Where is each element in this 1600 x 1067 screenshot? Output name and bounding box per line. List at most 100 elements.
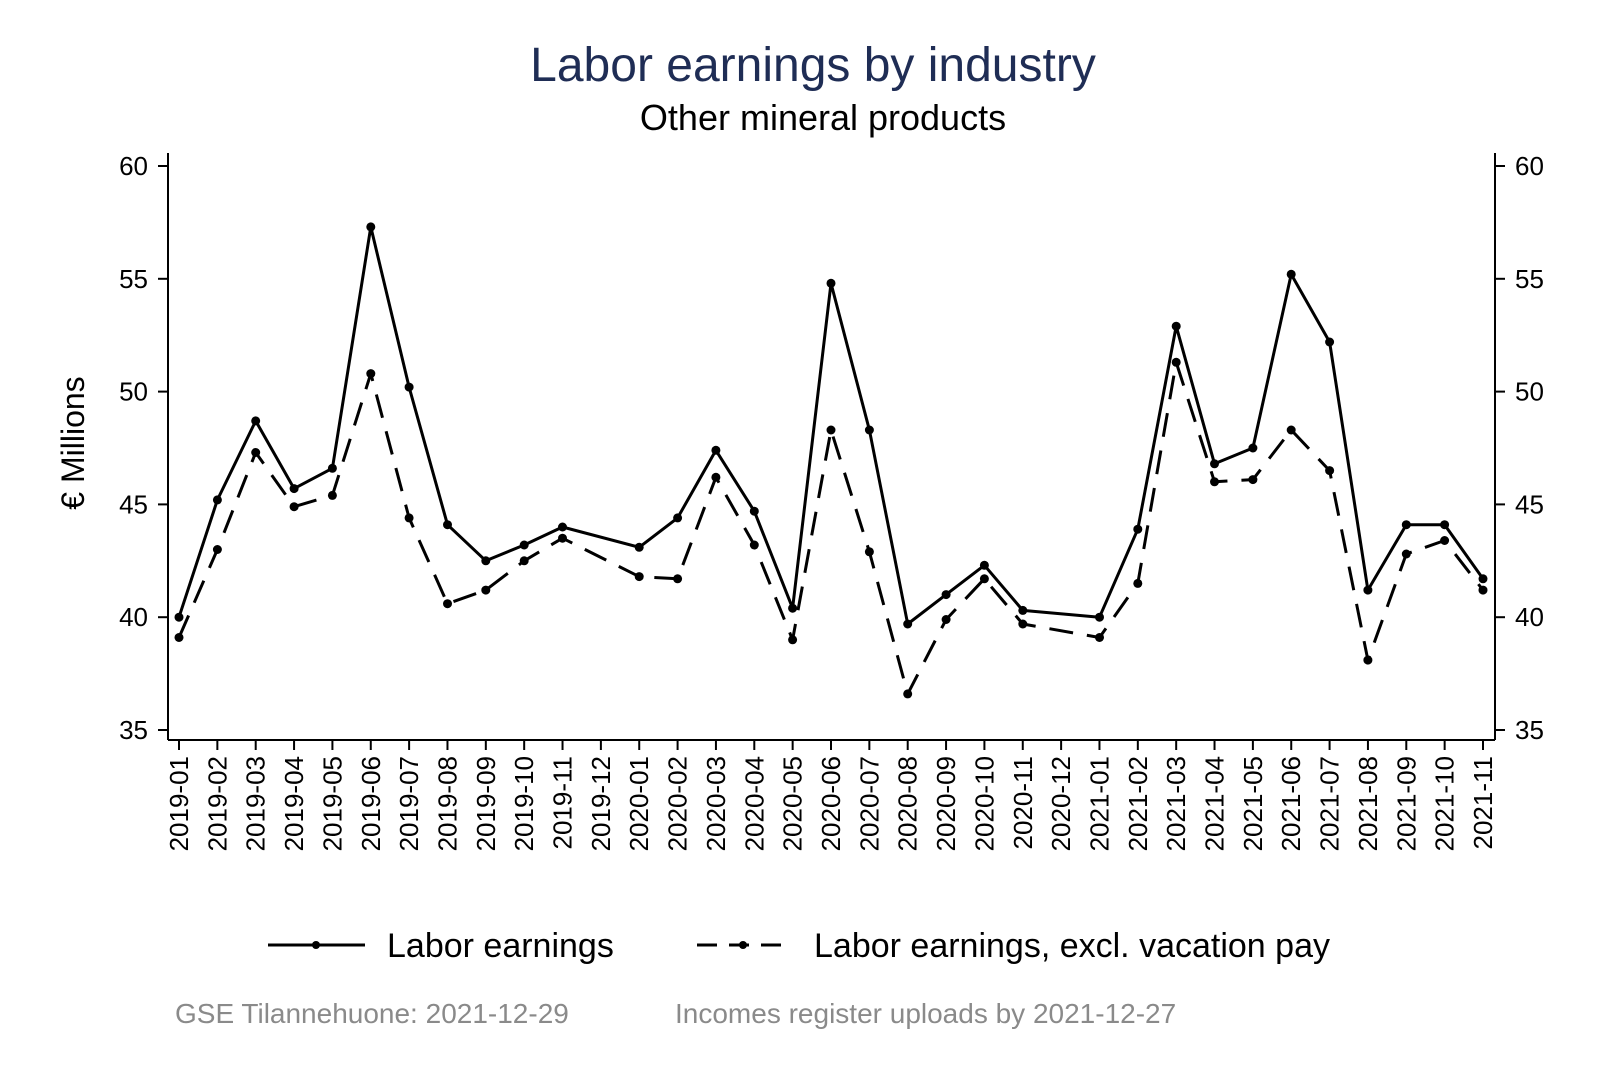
series-layer xyxy=(174,222,1488,699)
y-tick-label-right: 40 xyxy=(1515,602,1544,632)
x-tick-label: 2020-02 xyxy=(663,756,693,851)
series-1-point xyxy=(481,556,491,566)
series-1-point xyxy=(212,495,222,505)
series-1-point xyxy=(289,484,299,494)
x-tick-label: 2019-01 xyxy=(164,756,194,851)
series-1-point xyxy=(864,425,874,435)
x-tick-label: 2019-03 xyxy=(241,756,271,851)
series-2-point xyxy=(1171,357,1181,367)
series-2-point xyxy=(327,490,337,500)
x-tick-label: 2020-10 xyxy=(969,756,999,851)
y-tick-label-right: 45 xyxy=(1515,489,1544,519)
series-2-point xyxy=(1018,619,1028,629)
y-tick-label-left: 55 xyxy=(119,264,148,294)
series-1-point xyxy=(673,513,683,523)
series-1-point xyxy=(404,382,414,392)
series-2-point xyxy=(212,545,222,554)
series-2-point xyxy=(519,556,529,566)
series-2-point xyxy=(634,572,644,582)
y-tick-label-right: 60 xyxy=(1515,151,1544,181)
series-2-point xyxy=(1286,425,1296,435)
series-2-point xyxy=(788,635,798,645)
series-1-point xyxy=(558,522,567,532)
uploads-note: Incomes register uploads by 2021-12-27 xyxy=(675,998,1176,1029)
x-tick-label: 2021-08 xyxy=(1353,756,1383,851)
series-1-point xyxy=(251,416,261,426)
x-tick-label: 2021-11 xyxy=(1468,756,1498,850)
series-1-point xyxy=(903,619,913,629)
series-2-point xyxy=(251,448,261,457)
series-1-point xyxy=(366,222,376,232)
series-1-point xyxy=(443,520,452,530)
x-axis: 2019-01 2019-02 2019-03 2019-04 2019-05 2019-… xyxy=(164,740,1498,851)
x-tick-label: 2020-03 xyxy=(701,756,731,851)
x-tick-label: 2019-10 xyxy=(509,756,539,851)
series-2-point xyxy=(481,585,491,595)
x-tick-label: 2019-06 xyxy=(356,756,386,851)
x-tick-label: 2021-04 xyxy=(1200,756,1230,851)
series-1-point xyxy=(1095,612,1104,622)
y-axis-title: € Millions xyxy=(55,376,91,509)
left-y-axis: 35 40 45 50 55 60 xyxy=(119,151,168,745)
x-tick-label: 2020-01 xyxy=(624,756,654,851)
x-tick-label: 2019-07 xyxy=(394,756,424,851)
legend-marker-solid xyxy=(312,941,320,949)
series-2-point xyxy=(1095,633,1104,642)
series-1-point xyxy=(634,542,644,552)
legend-label-labor-earnings: Labor earnings xyxy=(387,927,614,965)
series-1-point xyxy=(1018,605,1028,615)
series-1-point xyxy=(1325,337,1335,347)
x-tick-label: 2021-06 xyxy=(1276,756,1306,851)
y-tick-label-right: 35 xyxy=(1515,715,1544,745)
series-2-point xyxy=(558,533,567,543)
right-y-axis: 35 40 45 50 55 60 xyxy=(1495,151,1544,745)
x-tick-label: 2021-03 xyxy=(1161,756,1191,851)
series-1-point xyxy=(1363,585,1373,595)
series-2-point xyxy=(1478,585,1488,595)
series-2-point xyxy=(1401,549,1411,559)
series-2-point xyxy=(1440,536,1450,545)
x-tick-label: 2020-08 xyxy=(893,756,923,851)
series-1-point xyxy=(1440,520,1450,530)
series-1-point xyxy=(1286,269,1296,279)
series-1-point xyxy=(1478,574,1488,584)
series-2-point xyxy=(673,574,683,584)
x-tick-label: 2019-02 xyxy=(202,756,232,851)
chart-subtitle: Other mineral products xyxy=(640,97,1006,138)
series-1-point xyxy=(1248,443,1258,453)
x-tick-label: 2021-01 xyxy=(1084,756,1114,851)
x-tick-label: 2020-12 xyxy=(1046,756,1076,851)
series-line-2 xyxy=(177,360,1485,696)
x-tick-label: 2019-09 xyxy=(471,756,501,851)
series-1-point xyxy=(327,463,337,473)
series-2-point xyxy=(366,369,376,379)
series-1-point xyxy=(1133,524,1143,534)
x-tick-label: 2020-04 xyxy=(739,756,769,851)
x-tick-label: 2019-12 xyxy=(586,756,616,851)
x-tick-label: 2021-09 xyxy=(1391,756,1421,851)
series-2-point xyxy=(1363,655,1373,665)
series-2-point xyxy=(941,615,951,624)
x-tick-label: 2019-05 xyxy=(317,756,347,851)
y-tick-label-left: 60 xyxy=(119,151,148,181)
x-tick-label: 2020-05 xyxy=(778,756,808,851)
y-tick-label-left: 45 xyxy=(119,489,148,519)
series-1-point xyxy=(1171,321,1181,331)
x-tick-label: 2021-05 xyxy=(1238,756,1268,851)
series-2-point xyxy=(404,513,414,523)
series-2-point xyxy=(1210,477,1219,487)
series-2-point xyxy=(1325,466,1335,476)
y-tick-label-left: 50 xyxy=(119,377,148,407)
y-tick-label-right: 50 xyxy=(1515,377,1544,407)
series-1-point xyxy=(519,540,529,550)
series-1-point xyxy=(788,603,798,613)
x-tick-label: 2021-10 xyxy=(1430,756,1460,851)
series-1-point xyxy=(979,560,989,570)
series-1-point xyxy=(826,278,836,288)
legend-marker-dashed xyxy=(739,941,747,949)
series-1-point xyxy=(174,612,184,622)
series-2-point xyxy=(1248,475,1258,485)
x-tick-label: 2019-04 xyxy=(279,756,309,851)
y-tick-label-left: 40 xyxy=(119,602,148,632)
